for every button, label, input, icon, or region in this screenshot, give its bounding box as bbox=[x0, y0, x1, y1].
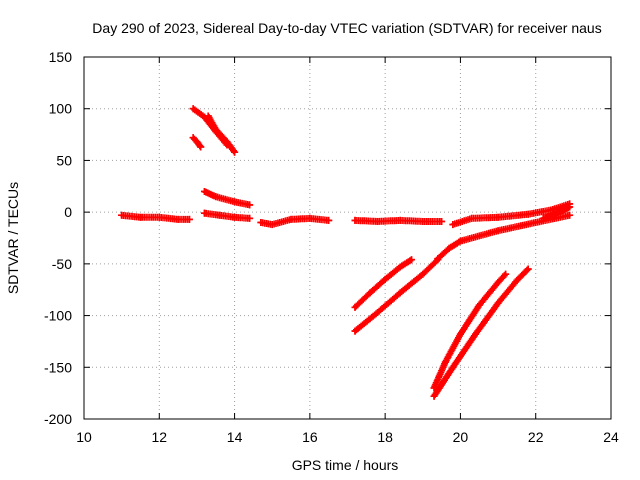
data-point bbox=[396, 263, 404, 271]
data-point bbox=[200, 209, 208, 217]
data-point bbox=[419, 217, 427, 225]
data-point bbox=[204, 112, 212, 120]
data-point bbox=[532, 218, 540, 226]
data-arc-arc-15 bbox=[430, 265, 532, 400]
data-point bbox=[351, 216, 359, 224]
data-point bbox=[374, 308, 382, 316]
data-point bbox=[231, 198, 239, 206]
data-point bbox=[502, 270, 510, 278]
y-tick-label: 150 bbox=[49, 49, 73, 65]
data-point bbox=[197, 143, 205, 151]
data-point bbox=[396, 289, 404, 297]
data-point bbox=[366, 289, 374, 297]
data-point bbox=[513, 276, 521, 284]
y-tick-label: 0 bbox=[64, 204, 72, 220]
data-point bbox=[136, 213, 144, 221]
data-point bbox=[471, 330, 479, 338]
data-point bbox=[246, 201, 254, 209]
data-point bbox=[155, 213, 163, 221]
y-tick-label: 50 bbox=[56, 152, 72, 168]
x-axis-label: GPS time / hours bbox=[292, 457, 399, 473]
data-point bbox=[445, 244, 453, 252]
data-point bbox=[434, 255, 442, 263]
data-arc-arc-5 bbox=[201, 188, 254, 209]
data-point bbox=[441, 358, 449, 366]
data-point bbox=[562, 205, 570, 213]
x-tick-label: 10 bbox=[76, 429, 92, 445]
axis-ticks bbox=[83, 56, 612, 420]
data-point bbox=[193, 138, 201, 146]
data-point bbox=[212, 193, 220, 201]
y-axis-label: SDTVAR / TECUs bbox=[5, 182, 21, 294]
data-point bbox=[189, 105, 197, 113]
x-tick-label: 24 bbox=[603, 429, 619, 445]
data-point bbox=[494, 278, 502, 286]
data-point bbox=[539, 214, 547, 222]
data-point bbox=[438, 217, 446, 225]
data-arc-arc-6 bbox=[201, 209, 254, 222]
data-point bbox=[174, 215, 182, 223]
y-tick-label: -200 bbox=[44, 411, 72, 427]
y-tick-label: -50 bbox=[52, 256, 72, 272]
data-point bbox=[287, 215, 295, 223]
plot-border bbox=[83, 56, 612, 420]
data-points bbox=[118, 105, 574, 400]
data-point bbox=[212, 125, 220, 133]
data-point bbox=[551, 210, 559, 218]
chart-title: Day 290 of 2023, Sidereal Day-to-day VTE… bbox=[92, 20, 601, 36]
data-point bbox=[325, 216, 333, 224]
data-arc-arc-7 bbox=[257, 214, 333, 229]
data-point bbox=[524, 265, 532, 273]
data-point bbox=[396, 216, 404, 224]
data-point bbox=[419, 270, 427, 278]
data-point bbox=[494, 299, 502, 307]
data-point bbox=[407, 256, 415, 264]
data-point bbox=[381, 275, 389, 283]
data-point bbox=[494, 213, 502, 221]
data-point bbox=[456, 330, 464, 338]
data-arc-arc-1 bbox=[118, 211, 193, 223]
data-point bbox=[468, 214, 476, 222]
data-point bbox=[306, 214, 314, 222]
data-point bbox=[231, 213, 239, 221]
x-tick-label: 20 bbox=[453, 429, 469, 445]
data-point bbox=[216, 211, 224, 219]
data-point bbox=[200, 187, 208, 195]
data-point bbox=[456, 237, 464, 245]
x-tick-label: 16 bbox=[302, 429, 318, 445]
data-point bbox=[118, 211, 126, 219]
data-point bbox=[449, 221, 457, 229]
grid bbox=[84, 57, 611, 419]
x-tick-label: 14 bbox=[227, 429, 243, 445]
y-tick-label: -150 bbox=[44, 359, 72, 375]
data-point bbox=[566, 203, 574, 211]
y-tick-label: -100 bbox=[44, 308, 72, 324]
tick-labels: 10 12 14 16 18 20 22 24 -200 -150 -100 -50 0 50 100 150 bbox=[44, 49, 619, 445]
data-point bbox=[494, 227, 502, 235]
data-point bbox=[524, 210, 532, 218]
x-tick-label: 12 bbox=[151, 429, 167, 445]
x-tick-label: 22 bbox=[528, 429, 544, 445]
data-point bbox=[374, 217, 382, 225]
data-point bbox=[257, 218, 265, 226]
data-point bbox=[189, 134, 197, 142]
data-point bbox=[185, 215, 193, 223]
data-point bbox=[223, 138, 231, 146]
data-point bbox=[566, 211, 574, 219]
data-arc-arc-4 bbox=[204, 112, 239, 156]
data-arc-arc-8 bbox=[351, 256, 415, 311]
data-arc-arc-14 bbox=[430, 270, 510, 392]
data-point bbox=[449, 363, 457, 371]
data-point bbox=[430, 392, 438, 400]
x-tick-label: 18 bbox=[377, 429, 393, 445]
data-point bbox=[246, 214, 254, 222]
data-point bbox=[231, 148, 239, 156]
data-point bbox=[475, 301, 483, 309]
y-tick-label: 100 bbox=[49, 101, 73, 117]
data-point bbox=[268, 221, 276, 229]
data-point bbox=[351, 327, 359, 335]
data-point bbox=[351, 303, 359, 311]
